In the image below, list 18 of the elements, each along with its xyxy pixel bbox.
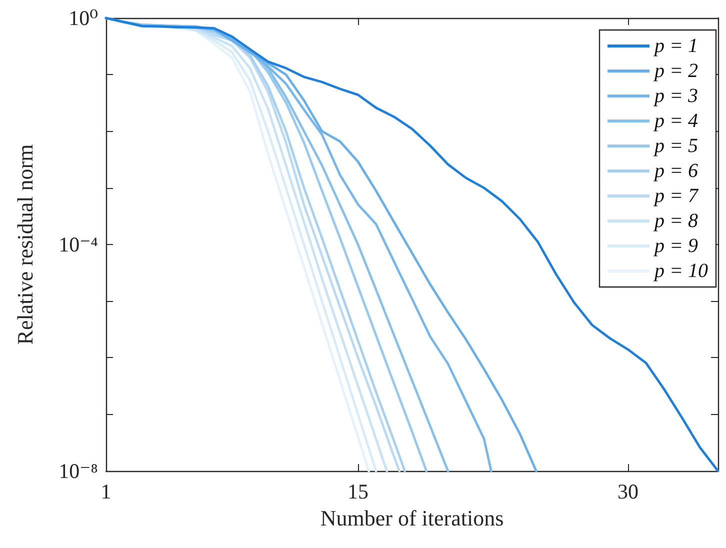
x-tick-label: 30 — [618, 480, 638, 504]
y-axis-title: Relative residual norm — [12, 144, 38, 345]
x-axis-title: Number of iterations — [320, 506, 504, 530]
legend-label: p = 3 — [652, 85, 698, 107]
legend-label: p = 4 — [652, 110, 698, 132]
x-tick-label: 1 — [100, 480, 112, 504]
legend-label: p = 7 — [652, 185, 699, 207]
legend-label: p = 5 — [652, 135, 698, 157]
legend-label: p = 8 — [652, 210, 698, 232]
y-tick-label: 10⁻⁴ — [58, 232, 98, 256]
x-tick-label: 15 — [348, 480, 368, 504]
legend-label: p = 6 — [652, 160, 698, 182]
legend-label: p = 10 — [652, 260, 708, 282]
legend-label: p = 9 — [652, 235, 698, 257]
y-tick-label: 10⁰ — [68, 6, 98, 30]
legend-label: p = 1 — [652, 35, 698, 57]
legend-label: p = 2 — [652, 60, 698, 82]
y-tick-label: 10⁻⁸ — [58, 459, 98, 483]
